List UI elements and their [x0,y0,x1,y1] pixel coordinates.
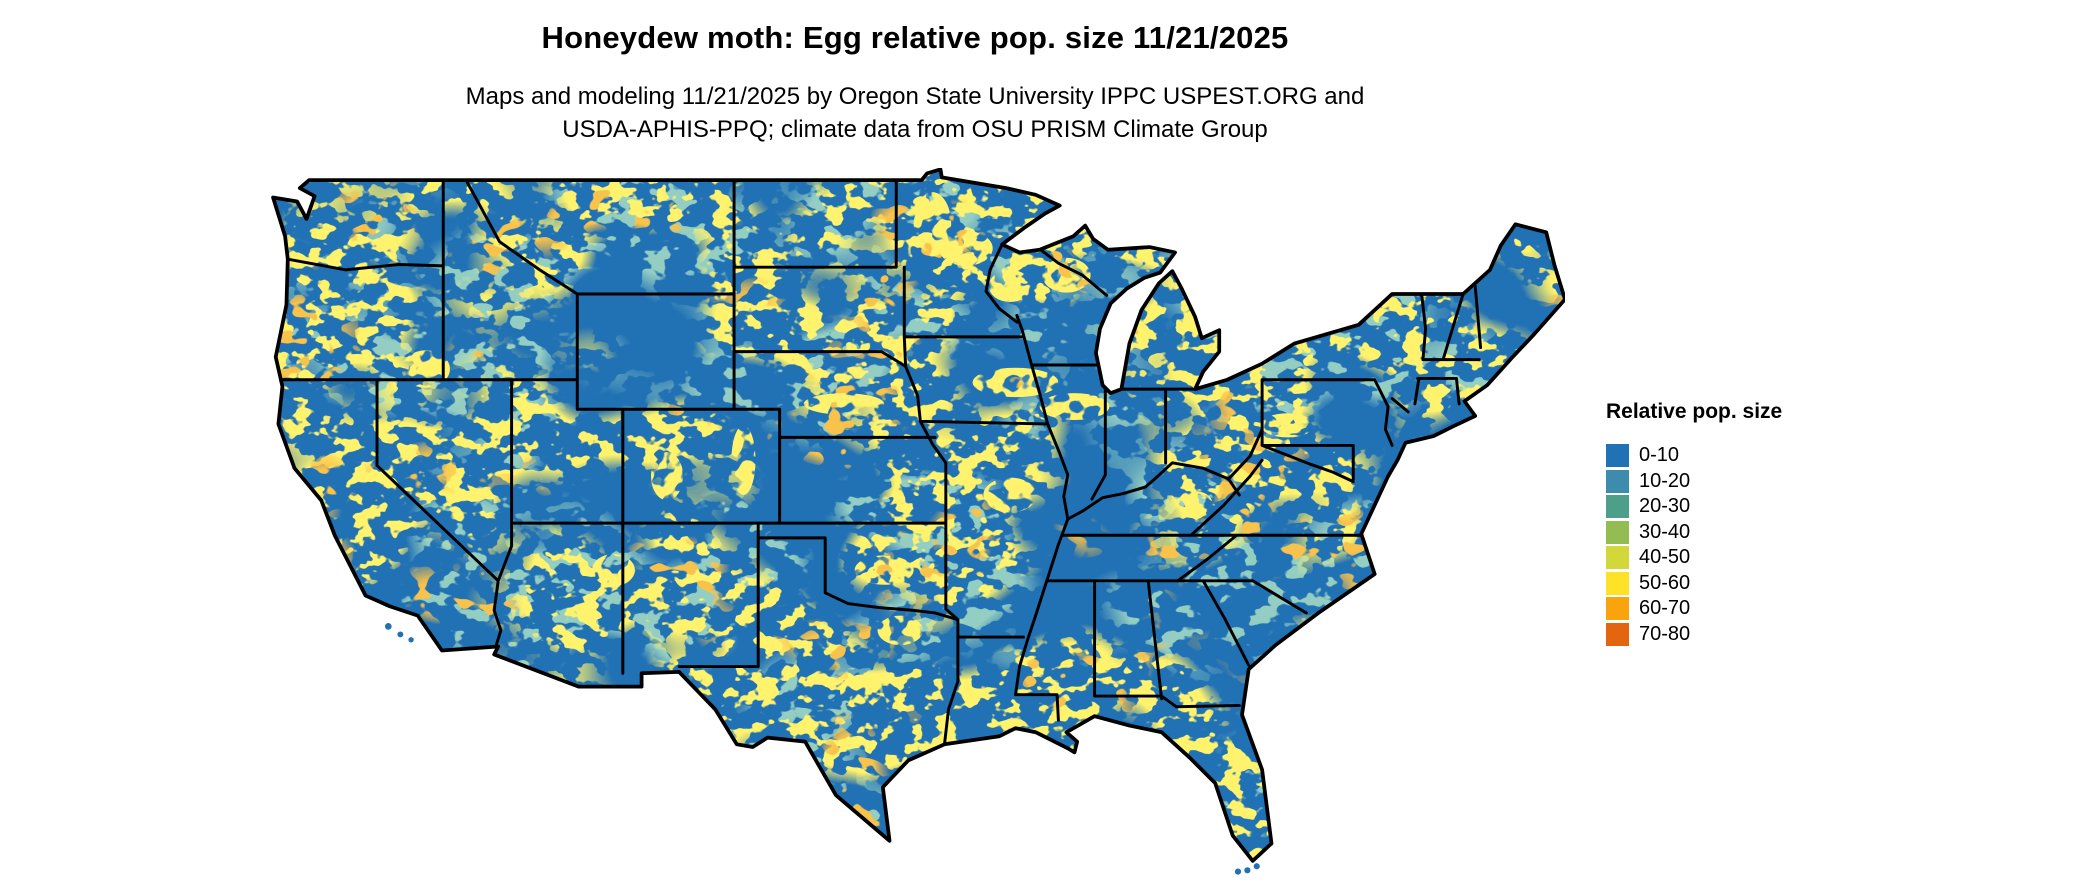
subtitle: Maps and modeling 11/21/2025 by Oregon S… [215,80,1615,146]
legend-swatch [1606,444,1629,467]
legend-swatch [1606,495,1629,518]
legend-swatch [1606,571,1629,595]
us-map-figure [265,168,1565,881]
legend-item-label: 20-30 [1639,495,1691,517]
legend-swatch [1606,469,1629,493]
legend-item: 10-20 [1606,469,1782,493]
state-borders [280,178,1483,746]
legend-item-label: 60-70 [1639,597,1691,619]
legend-item: 50-60 [1606,571,1782,595]
legend-item: 20-30 [1606,495,1782,518]
subtitle-line-2: USDA-APHIS-PPQ; climate data from OSU PR… [562,116,1268,143]
us-map [271,168,1565,875]
legend-item-label: 0-10 [1639,444,1680,466]
legend-item: 60-70 [1606,597,1782,620]
page-title: Honeydew moth: Egg relative pop. size 11… [541,20,1289,55]
legend-item-label: 70-80 [1639,622,1691,645]
legend-item-label: 30-40 [1639,520,1691,543]
offshore-islands [384,623,1260,875]
legend-swatch [1606,622,1629,646]
legend-item: 70-80 [1606,622,1782,646]
legend: Relative pop. size 0-10 10-20 20-30 30-4… [1606,400,1782,648]
legend-title: Relative pop. size [1606,400,1783,423]
legend-item-label: 50-60 [1639,571,1691,594]
legend-item: 30-40 [1606,520,1782,544]
legend-swatch [1606,520,1629,544]
legend-swatch [1606,546,1629,569]
legend-swatch [1606,597,1629,620]
legend-item: 0-10 [1606,444,1782,467]
legend-item: 40-50 [1606,546,1782,569]
subtitle-line-1: Maps and modeling 11/21/2025 by Oregon S… [465,83,1365,110]
legend-item-label: 40-50 [1639,546,1691,568]
legend-item-label: 10-20 [1639,469,1691,492]
